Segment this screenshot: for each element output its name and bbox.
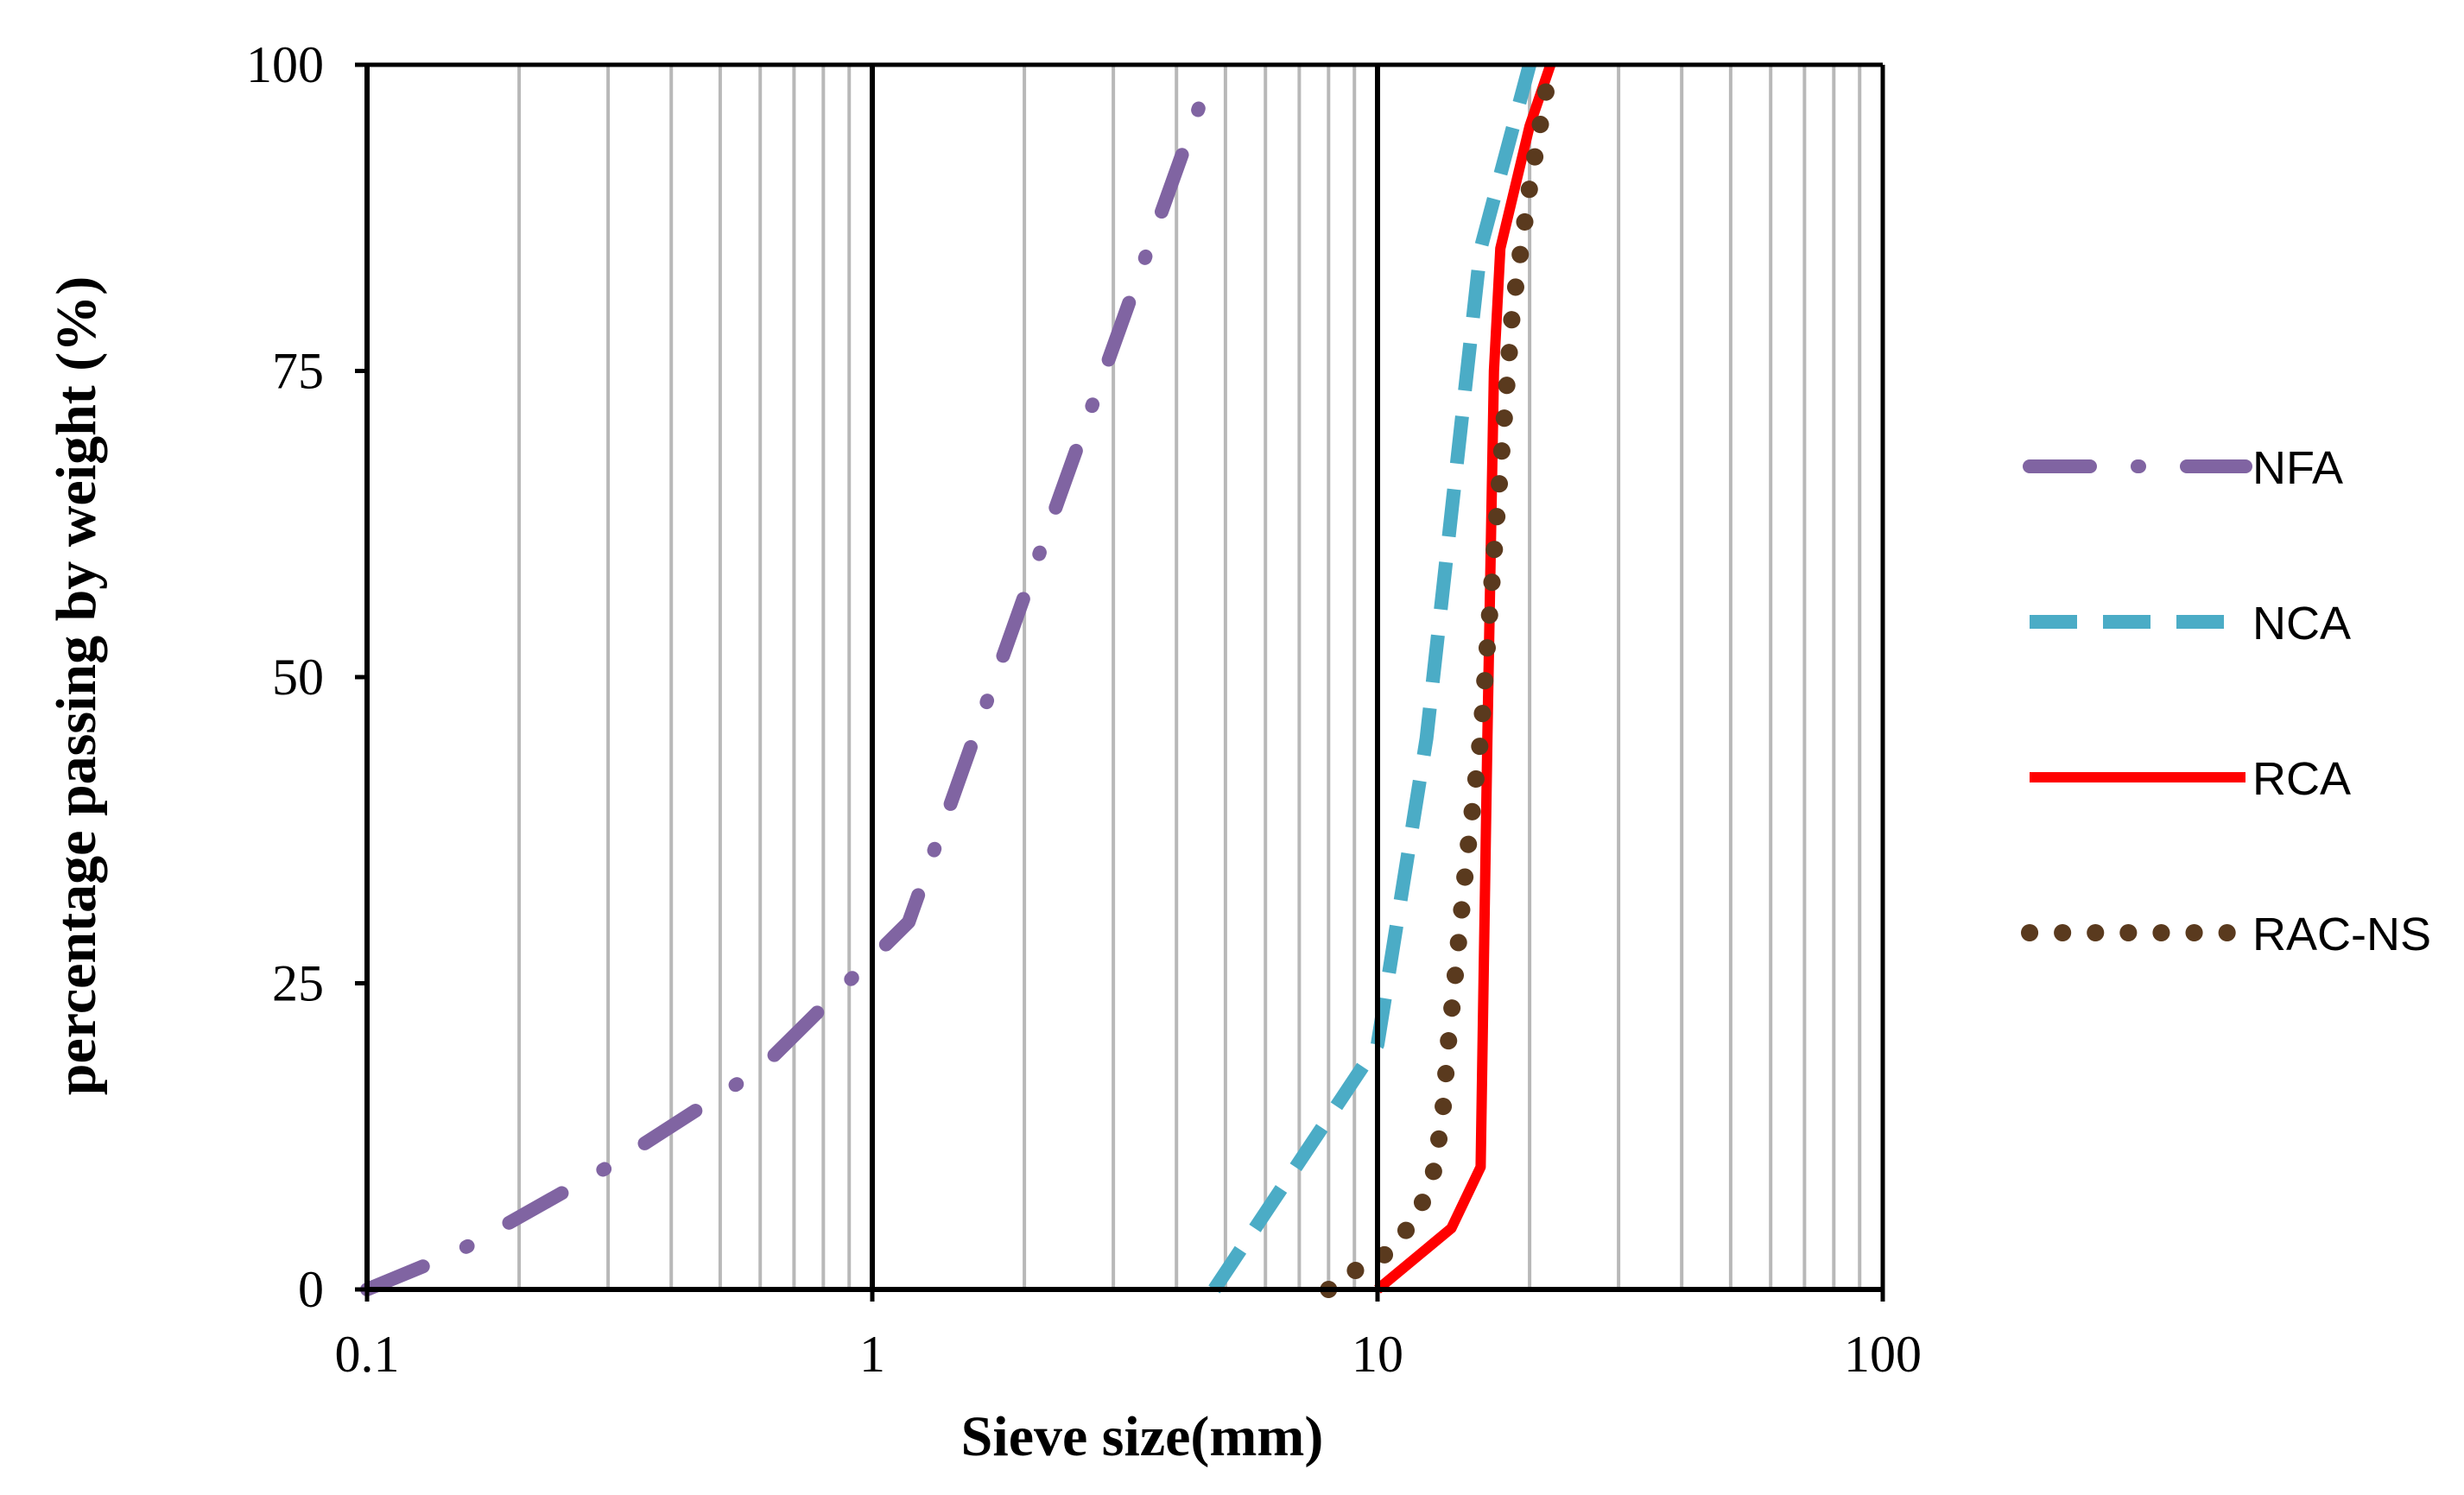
series-nca: [1208, 62, 1536, 1294]
legend: NFA NCA RCA RAC-NS: [2021, 442, 2431, 960]
legend-label: RCA: [2252, 753, 2351, 805]
vertical-gridlines: [517, 65, 1862, 1289]
series-line-nfa: [360, 58, 1221, 1296]
tick-labels: 0.1 1 10 100 0 25 50 75 100: [246, 36, 1922, 1383]
series-nfa: [360, 58, 1221, 1296]
y-tick-label: 50: [272, 649, 324, 706]
x-tick-label: 10: [1352, 1326, 1403, 1383]
legend-item-rac-ns: RAC-NS: [2021, 909, 2431, 960]
legend-label: RAC-NS: [2252, 909, 2431, 960]
legend-label: NCA: [2252, 598, 2351, 649]
y-tick-label: 25: [272, 955, 324, 1012]
legend-item-rca: RCA: [2030, 753, 2351, 805]
x-tick-label: 0.1: [335, 1326, 400, 1383]
legend-label: NFA: [2252, 442, 2343, 494]
series-line-nca: [1208, 62, 1536, 1294]
series-layer: [360, 56, 1560, 1298]
x-tick-label: 100: [1844, 1326, 1922, 1383]
x-tick-label: 1: [859, 1326, 885, 1383]
y-tick-label: 75: [272, 343, 324, 400]
x-axis-title: Sieve size(mm): [961, 1405, 1324, 1468]
series-line-rac-ns: [1320, 56, 1560, 1298]
y-tick-label: 0: [298, 1261, 324, 1318]
series-rac-ns: [1320, 56, 1560, 1298]
axes: [364, 62, 1885, 1292]
legend-item-nca: NCA: [2030, 598, 2351, 649]
legend-item-nfa: NFA: [2023, 442, 2343, 494]
y-axis-title: percentage passing by weight (%): [45, 276, 108, 1095]
y-tick-label: 100: [246, 36, 324, 93]
